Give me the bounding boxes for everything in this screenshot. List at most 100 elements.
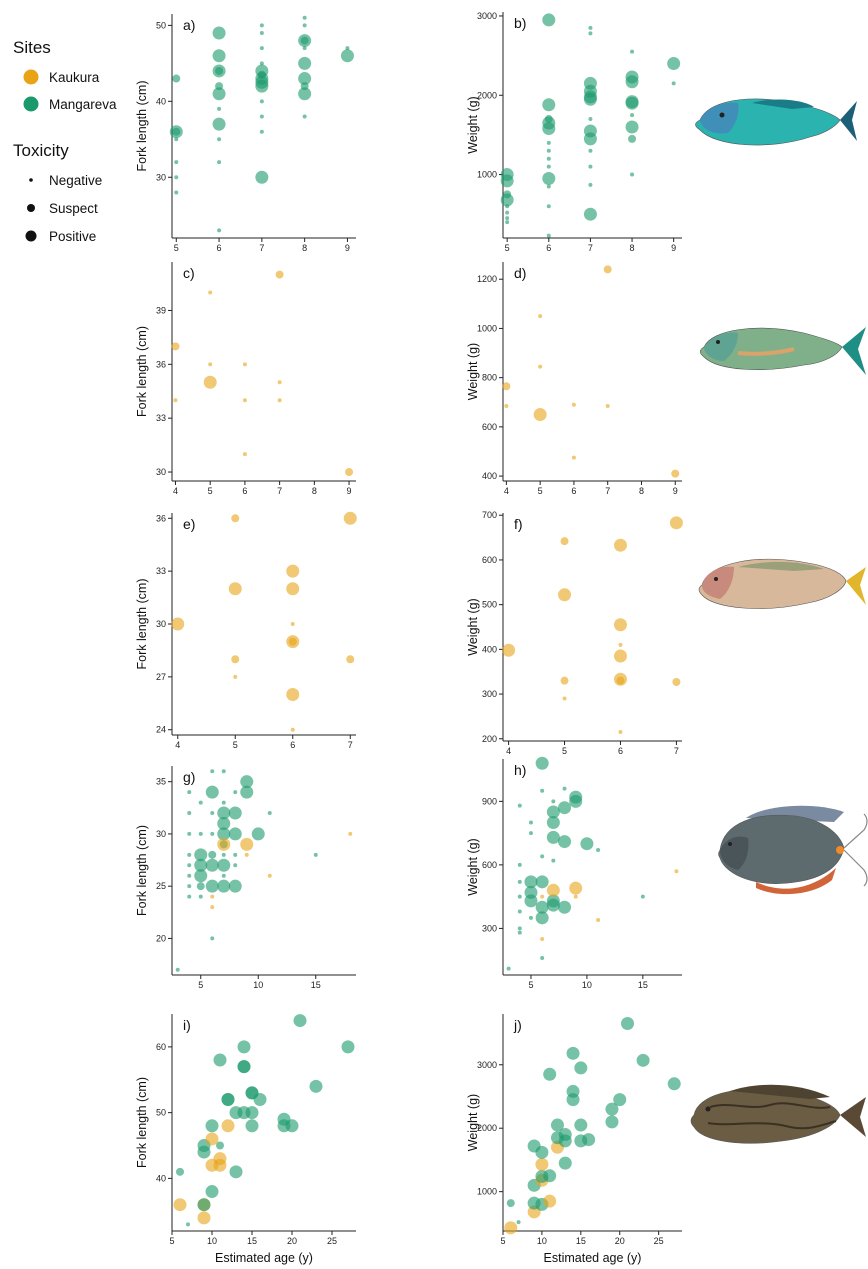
data-point — [259, 23, 264, 28]
data-point — [205, 1132, 219, 1146]
data-point — [259, 114, 264, 119]
data-point — [516, 1220, 521, 1225]
data-point — [505, 210, 510, 215]
data-point — [345, 46, 350, 51]
data-point — [588, 148, 593, 153]
legend-suspect-label: Suspect — [49, 201, 98, 216]
panel-label: f) — [514, 516, 523, 532]
data-point — [573, 894, 578, 899]
y-axis-title: Fork length (cm) — [135, 326, 149, 417]
y-tick-label: 39 — [156, 305, 166, 315]
data-point — [340, 49, 354, 63]
y-tick-label: 1200 — [477, 274, 497, 284]
data-point — [505, 220, 510, 225]
data-point — [562, 696, 567, 701]
data-point — [528, 915, 533, 920]
y-tick-label: 20 — [156, 933, 166, 943]
data-point — [173, 398, 178, 403]
y-axis-title: Fork length (cm) — [135, 825, 149, 916]
data-point — [212, 117, 226, 131]
x-tick-label: 6 — [290, 740, 295, 750]
y-tick-label: 33 — [156, 413, 166, 423]
data-point — [293, 1014, 307, 1028]
y-tick-label: 2000 — [477, 1123, 497, 1133]
y-tick-label: 30 — [156, 619, 166, 629]
data-point — [551, 799, 556, 804]
x-tick-label: 15 — [247, 1236, 257, 1246]
y-tick-label: 600 — [482, 860, 497, 870]
y-tick-label: 40 — [156, 96, 166, 106]
data-point — [259, 99, 264, 104]
data-point — [253, 1092, 267, 1106]
y-tick-label: 1000 — [477, 170, 497, 180]
data-point — [255, 170, 269, 184]
data-point — [674, 869, 679, 874]
data-point — [535, 911, 549, 925]
legend-mangareva-swatch — [23, 96, 39, 112]
data-point — [255, 75, 269, 89]
data-point — [517, 862, 522, 867]
data-point — [566, 1084, 580, 1098]
data-point — [302, 46, 307, 51]
data-point — [517, 926, 522, 931]
data-point — [500, 174, 514, 188]
data-point — [174, 160, 179, 165]
data-point — [551, 858, 556, 863]
data-point — [566, 1046, 580, 1060]
data-point — [540, 854, 545, 859]
data-point — [187, 863, 192, 868]
data-point — [187, 811, 192, 816]
y-tick-label: 33 — [156, 566, 166, 576]
data-point — [540, 894, 545, 899]
data-point — [625, 96, 639, 110]
data-point — [215, 66, 224, 75]
data-point — [217, 858, 231, 872]
x-tick-label: 9 — [673, 486, 678, 496]
grouper-icon — [690, 1084, 866, 1144]
data-point — [596, 917, 601, 922]
data-point — [528, 831, 533, 836]
data-point — [187, 831, 192, 836]
data-point — [173, 1198, 187, 1212]
data-point — [210, 894, 215, 899]
data-point — [640, 894, 645, 899]
data-point — [546, 898, 560, 912]
data-point — [213, 1053, 227, 1067]
y-tick-label: 300 — [482, 689, 497, 699]
data-point — [171, 617, 185, 631]
x-tick-label: 15 — [638, 980, 648, 990]
data-point — [208, 290, 213, 295]
data-point — [259, 61, 264, 66]
data-point — [237, 1060, 251, 1074]
data-point — [505, 216, 510, 221]
x-tick-label: 4 — [504, 486, 509, 496]
data-point — [217, 806, 231, 820]
data-point — [309, 1079, 323, 1093]
data-point — [538, 314, 543, 319]
legend-positive-swatch — [25, 230, 37, 242]
data-point — [237, 1040, 251, 1054]
data-point — [621, 1017, 635, 1031]
data-point — [174, 137, 179, 142]
data-point — [186, 1222, 190, 1227]
data-point — [212, 87, 226, 101]
data-point — [298, 87, 312, 101]
data-point — [217, 160, 222, 165]
panel-label: i) — [183, 1017, 191, 1033]
data-point — [215, 82, 224, 91]
x-tick-label: 5 — [208, 486, 213, 496]
data-point — [569, 794, 583, 808]
parrotfish-yellowtail-icon — [698, 558, 866, 609]
x-tick-label: 7 — [259, 243, 264, 253]
data-point — [550, 1118, 564, 1132]
data-point — [343, 511, 357, 525]
y-tick-label: 27 — [156, 672, 166, 682]
data-point — [257, 70, 266, 79]
y-axis-title: Weight (g) — [466, 343, 480, 400]
data-point — [540, 788, 545, 793]
x-tick-label: 5 — [528, 980, 533, 990]
y-tick-label: 30 — [156, 172, 166, 182]
data-point — [517, 909, 522, 914]
data-point — [233, 674, 238, 679]
data-point — [187, 884, 192, 889]
